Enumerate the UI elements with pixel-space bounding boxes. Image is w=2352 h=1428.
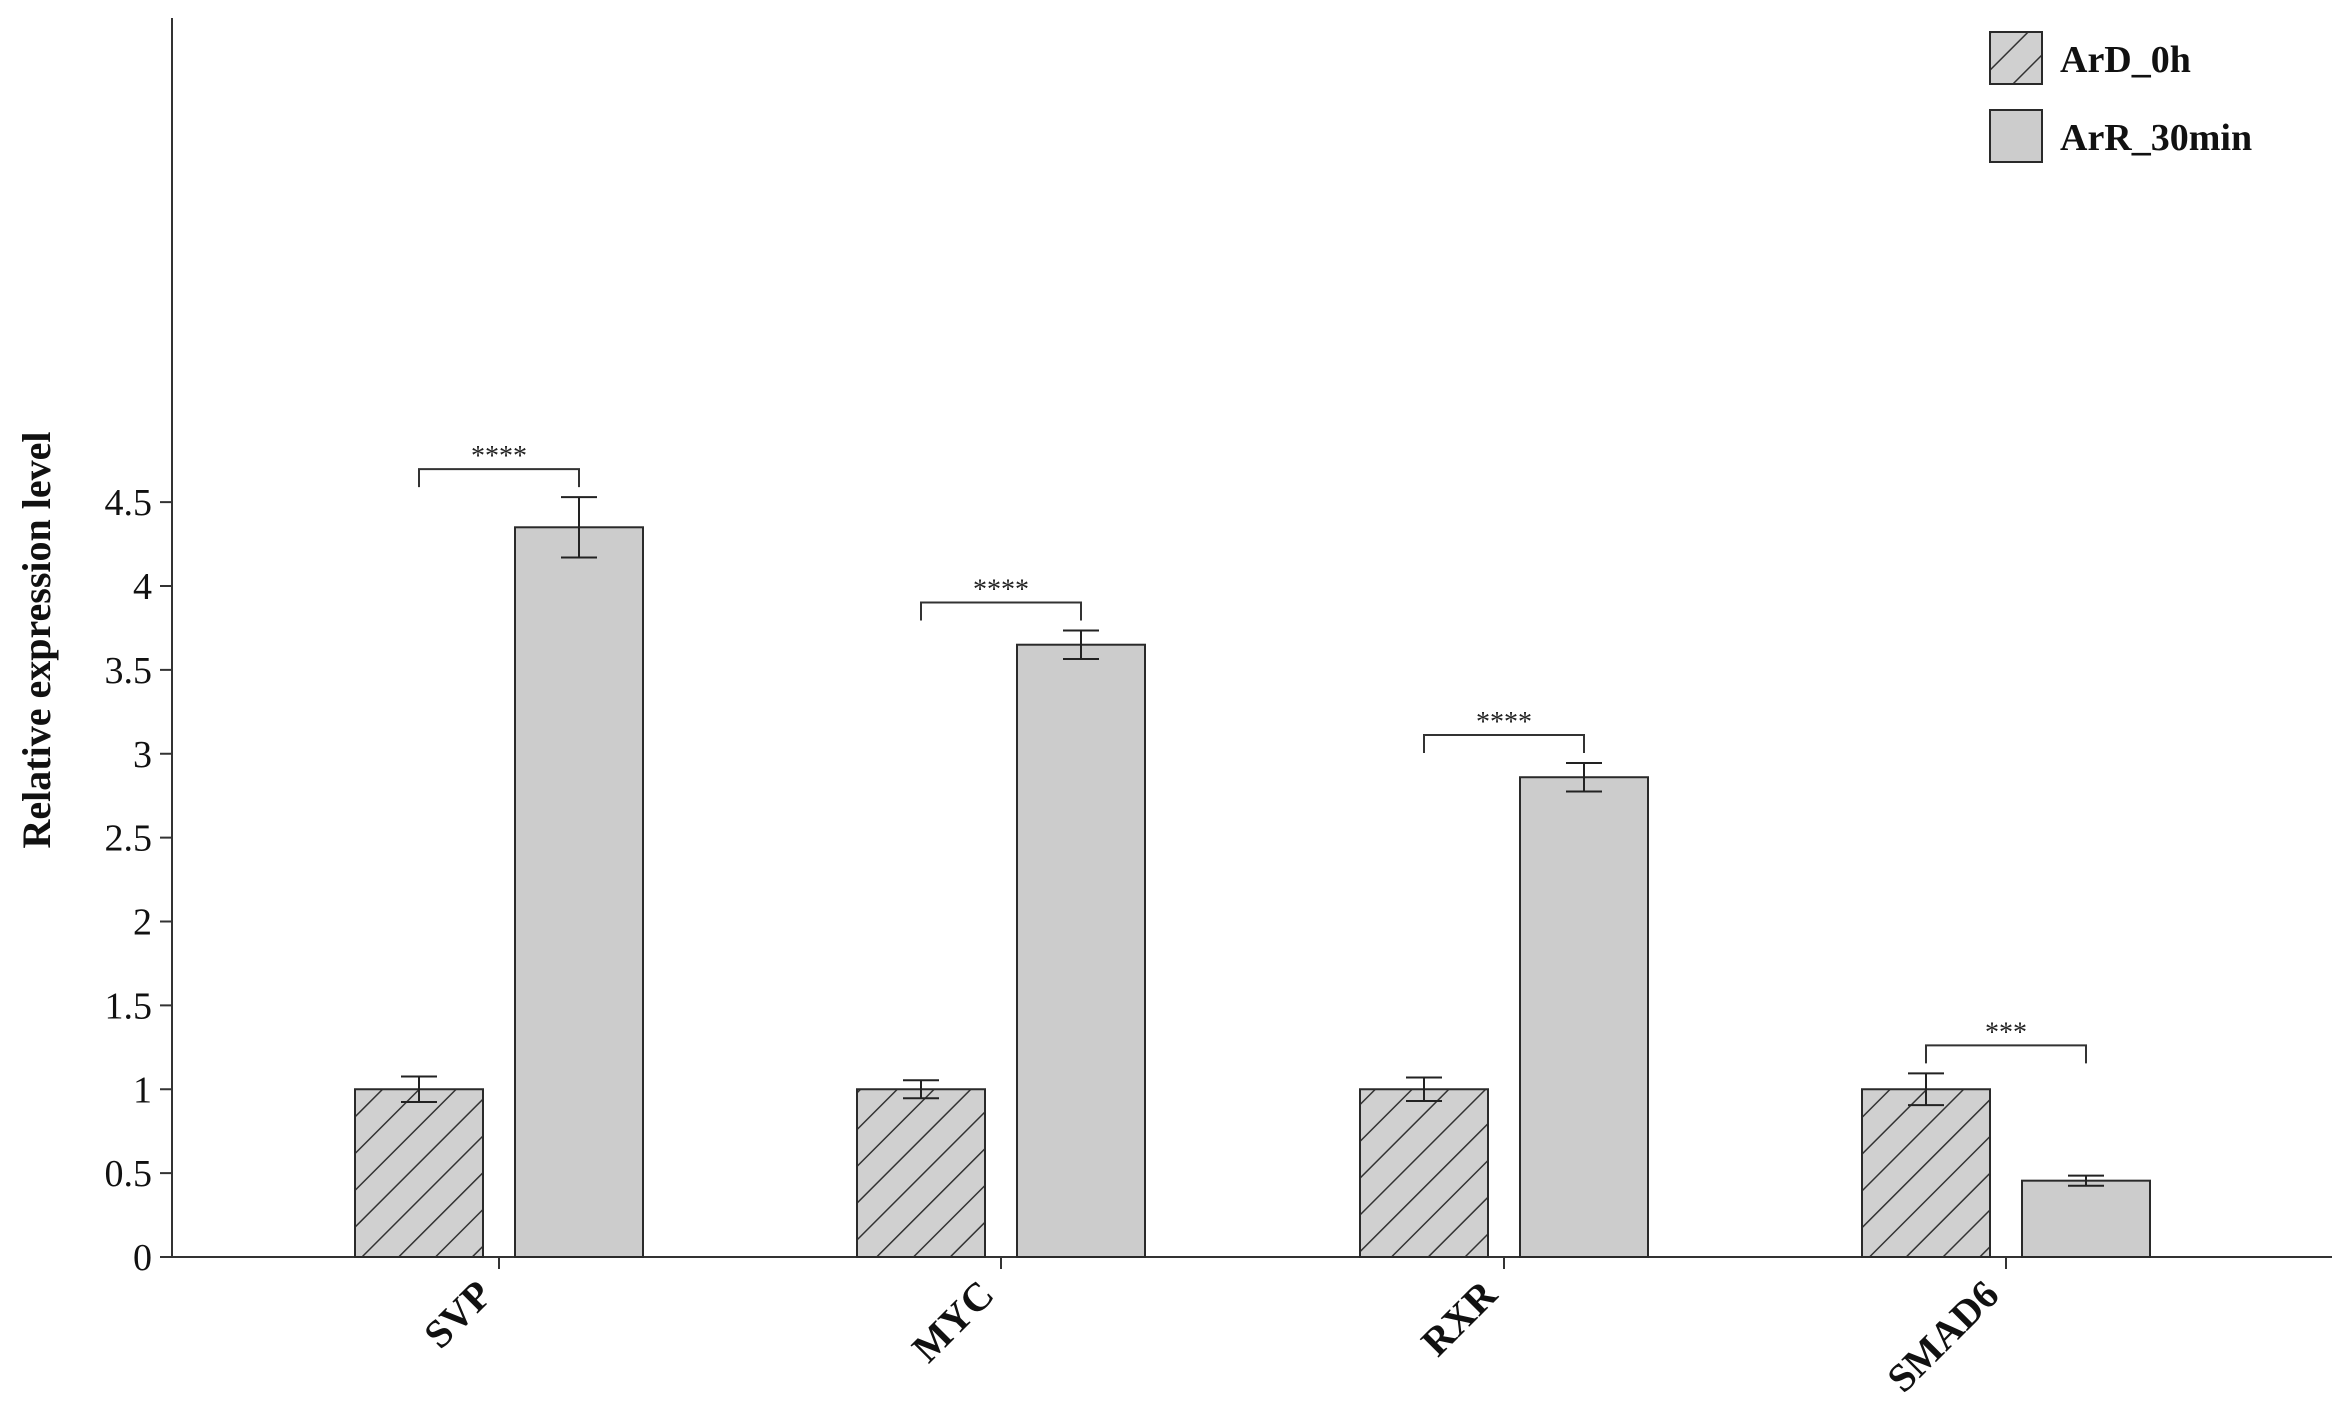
legend: ArD_0h ArR_30min [1989,31,2252,163]
error-bar-ard-0h-svp [401,1075,437,1103]
error-bar-arr-30min-svp [561,496,597,559]
significance-bracket-myc: **** [920,574,1082,621]
legend-label-ard-0h: ArD_0h [2060,39,2191,81]
bar-arr-30min-myc [1016,643,1146,1258]
significance-bracket-smad6: *** [1925,1017,2087,1064]
error-bar-arr-30min-myc [1063,629,1099,660]
x-axis [172,1256,2332,1269]
y-tick-label: 4.5 [105,482,153,524]
y-tick-label: 3.5 [105,650,153,692]
significance-label: **** [973,574,1029,605]
legend-swatch-ard-0h [1989,31,2043,85]
y-tick-label: 1.5 [105,985,153,1027]
error-bar-ard-0h-rxr [1406,1076,1442,1102]
category-labels: SVP MYC RXR SMAD6 [415,1271,2007,1401]
category-label-svp: SVP [415,1272,500,1357]
significance-label: *** [1985,1017,2027,1048]
y-axis: 0 0.5 1 1.5 2 2.5 3 3.5 4 4.5 [105,18,173,1279]
bar-ard-0h-smad6 [1861,1088,1991,1258]
bar-ard-0h-myc [856,1088,986,1258]
legend-swatch-arr-30min [1989,109,2043,163]
y-tick-label: 4 [133,566,152,608]
category-label-smad6: SMAD6 [1878,1272,2007,1401]
bars [354,526,2151,1258]
legend-label-arr-30min: ArR_30min [2060,117,2252,159]
bar-arr-30min-smad6 [2021,1179,2151,1258]
y-axis-title: Relative expression level [14,432,59,849]
bar-ard-0h-rxr [1359,1088,1489,1258]
y-tick-label: 2 [133,902,152,944]
significance-label: **** [1476,707,1532,738]
error-bar-arr-30min-rxr [1566,761,1602,793]
significance-markers: *************** [418,441,2087,1064]
error-bar-arr-30min-smad6 [2068,1174,2104,1187]
category-label-myc: MYC [903,1272,1002,1371]
y-tick-label: 3 [133,734,152,776]
bar-arr-30min-svp [514,526,644,1258]
bar-arr-30min-rxr [1519,776,1649,1258]
y-tick-label: 1 [133,1069,152,1111]
significance-bracket-svp: **** [418,441,580,488]
y-tick-label: 0.5 [105,1153,153,1195]
significance-bracket-rxr: **** [1423,707,1585,753]
category-label-rxr: RXR [1412,1271,1506,1365]
significance-label: **** [471,441,527,472]
error-bars [401,496,2104,1187]
error-bar-ard-0h-smad6 [1908,1072,1944,1107]
y-tick-label: 2.5 [105,818,153,860]
bar-ard-0h-svp [354,1088,484,1258]
error-bar-ard-0h-myc [903,1079,939,1100]
y-tick-label: 0 [133,1237,152,1279]
